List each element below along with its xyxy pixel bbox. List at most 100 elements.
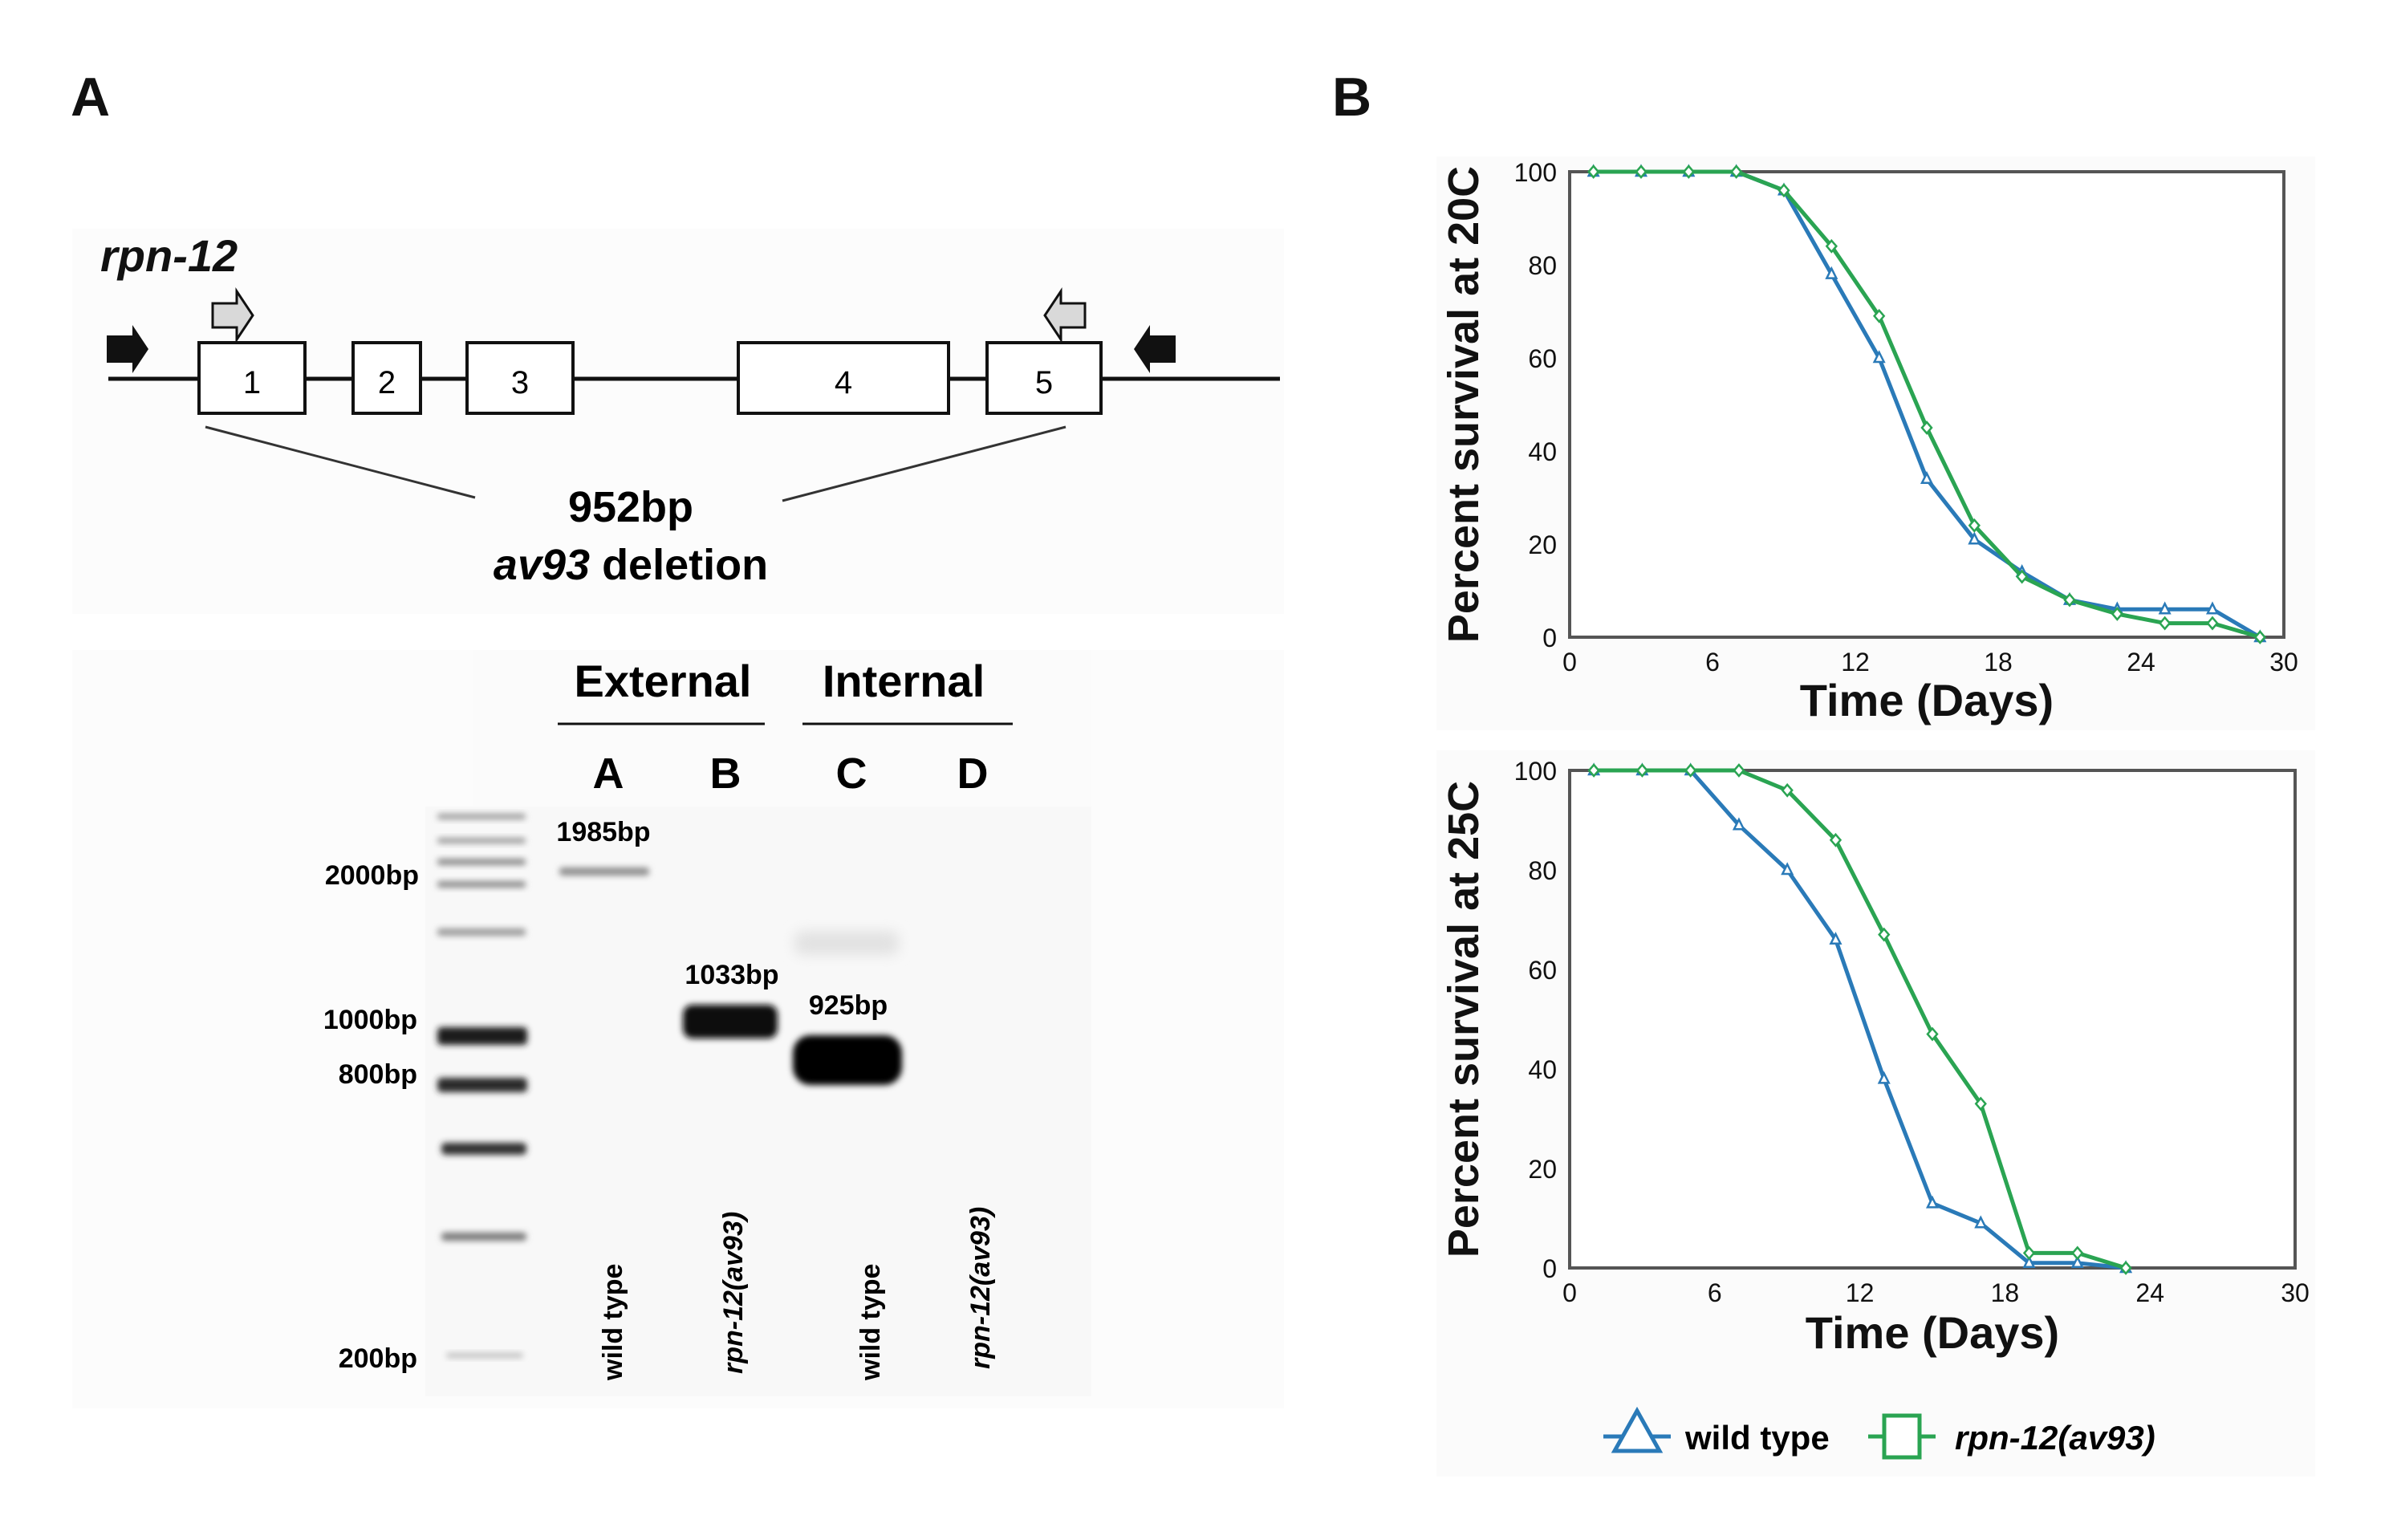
lane-b-genotype: rpn-12(av93): [718, 1212, 749, 1374]
y-axis-label: Percent survival at 25C: [1440, 781, 1488, 1258]
x-tick-label: 6: [1705, 648, 1720, 677]
gel-header-background: [473, 650, 1091, 811]
ladder-band: [437, 1027, 527, 1045]
gel-group-external: External: [575, 656, 752, 706]
ladder-band: [437, 1078, 527, 1092]
internal-reverse-primer-arrow-icon: [1043, 287, 1087, 343]
data-point: [1733, 763, 1745, 778]
legend-triangle-marker-icon: [1611, 1406, 1664, 1453]
data-point: [1682, 165, 1695, 179]
y-tick-label: 80: [1528, 856, 1557, 885]
data-point: [1587, 763, 1600, 778]
ladder-band: [437, 814, 526, 819]
lane-d-genotype: rpn-12(av93): [965, 1207, 996, 1369]
data-point: [1781, 862, 1794, 876]
data-point: [1878, 927, 1891, 942]
ladder-label-2000bp: 2000bp: [325, 860, 419, 891]
x-tick-label: 24: [2127, 648, 2155, 677]
x-tick-label: 30: [2281, 1278, 2310, 1307]
y-tick-label: 60: [1528, 344, 1557, 373]
x-tick-label: 18: [1991, 1278, 2020, 1307]
y-tick-label: 100: [1514, 158, 1557, 187]
band-label-925bp: 925bp: [809, 990, 888, 1021]
data-point: [2016, 569, 2029, 584]
data-point: [1635, 165, 1647, 179]
deletion-size: 952bp: [568, 483, 693, 531]
data-point: [1825, 266, 1838, 279]
lane-letter-a: A: [593, 750, 624, 798]
y-tick-label: 60: [1528, 956, 1557, 985]
legend-mutant-label: rpn-12(av93): [1955, 1419, 2155, 1457]
exon-4: 4: [737, 341, 950, 415]
survival-chart-2: 0 6 12 18 24 30 0 20 40 60 80 100 Time (Days) Percent…: [1440, 757, 2310, 1358]
external-forward-primer-arrow-icon: [107, 325, 148, 373]
x-tick-label: 6: [1708, 1278, 1722, 1307]
ladder-band: [437, 881, 526, 888]
external-reverse-primer-arrow-icon: [1134, 325, 1176, 373]
ladder-band: [441, 1233, 526, 1241]
x-tick-label: 12: [1841, 648, 1870, 677]
panel-b-letter: B: [1332, 67, 1372, 128]
ladder-band: [437, 928, 526, 936]
data-point: [1777, 183, 1790, 198]
data-point: [2022, 1255, 2036, 1269]
data-point: [1635, 763, 1649, 778]
x-axis-label: Time (Days): [1800, 675, 2054, 725]
data-point: [1730, 165, 1743, 179]
internal-forward-primer-arrow-icon: [211, 287, 254, 343]
data-point: [1873, 308, 1886, 323]
data-point: [1829, 832, 1842, 847]
data-point: [1877, 1071, 1891, 1084]
deletion-caption: av93 deletion: [494, 541, 768, 589]
data-point: [1926, 1026, 1939, 1042]
x-axis-label: Time (Days): [1806, 1307, 2059, 1358]
data-point: [1829, 932, 1842, 945]
band-lane-b: [683, 1005, 778, 1038]
data-point: [2206, 616, 2219, 631]
y-axis-label: Percent survival at 20C: [1440, 166, 1488, 643]
data-point: [2070, 1255, 2084, 1269]
lane-letter-c: C: [836, 750, 867, 798]
ladder-band: [437, 838, 526, 843]
y-tick-label: 20: [1528, 1155, 1557, 1184]
exon-3-label: 3: [511, 365, 529, 400]
panel-a-letter: A: [71, 67, 111, 128]
y-tick-label: 100: [1514, 757, 1557, 786]
exon-2: 2: [351, 341, 422, 415]
plot-frame: [1568, 170, 2285, 639]
data-point: [1974, 1096, 1987, 1111]
exon-2-label: 2: [378, 365, 396, 400]
lane-letter-d: D: [957, 750, 989, 798]
lane-c-genotype: wild type: [855, 1264, 886, 1381]
band-lane-a: [559, 868, 649, 876]
data-point: [1920, 471, 1934, 485]
band-label-1033bp: 1033bp: [685, 960, 778, 990]
y-tick-label: 40: [1528, 1055, 1557, 1084]
ladder-band: [437, 859, 526, 865]
data-point: [1781, 782, 1794, 798]
x-tick-label: 0: [1562, 1278, 1577, 1307]
legend: wild type rpn-12(av93): [1603, 1406, 2155, 1460]
data-point: [2158, 601, 2172, 615]
data-point: [1974, 1215, 1988, 1229]
data-point: [1684, 763, 1697, 778]
deletion-left-line: [205, 425, 476, 499]
x-tick-label: 18: [1984, 648, 2013, 677]
data-point: [1925, 1195, 1940, 1209]
plot-frame: [1568, 769, 2297, 1270]
band-lane-c-smear: [794, 931, 899, 955]
exon-1-label: 1: [243, 365, 261, 400]
data-point: [1920, 421, 1933, 435]
ladder-label-1000bp: 1000bp: [323, 1005, 417, 1035]
x-tick-label: 24: [2135, 1278, 2164, 1307]
lane-letter-b: B: [710, 750, 741, 798]
data-point: [2119, 1261, 2132, 1275]
data-point: [1968, 518, 1981, 533]
exon-3: 3: [465, 341, 575, 415]
legend-wildtype-label: wild type: [1684, 1419, 1830, 1457]
ladder-label-800bp: 800bp: [339, 1059, 417, 1090]
ladder-label-200bp: 200bp: [339, 1343, 417, 1374]
